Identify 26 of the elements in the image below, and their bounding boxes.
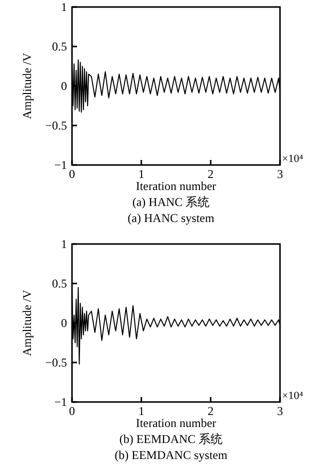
x-axis-title: Iteration number — [136, 179, 216, 193]
x-tick-label: 2 — [208, 167, 214, 181]
x-tick-label: 1 — [138, 167, 144, 181]
x-tick-label: 3 — [277, 404, 283, 418]
y-axis-title: Amplitude /V — [20, 52, 34, 120]
text: (b) EEMDANC system — [114, 448, 228, 462]
x-axis-title: Iteration number — [136, 416, 216, 430]
y-tick-label: −0.5 — [45, 118, 67, 132]
y-tick-label: 0 — [61, 79, 67, 93]
text: (a) HANC 系统 — [132, 195, 210, 209]
x-tick-label: 1 — [138, 404, 144, 418]
y-tick-label: 0.5 — [52, 40, 67, 54]
y-tick-label: 0 — [61, 316, 67, 330]
x-tick-label: 2 — [208, 404, 214, 418]
y-tick-label: 0.5 — [52, 276, 67, 290]
text: ×10⁴ — [282, 153, 304, 165]
x-tick-label: 3 — [277, 167, 283, 181]
y-axis-title: Amplitude /V — [20, 290, 34, 356]
text: (b) EEMDANC 系统 — [119, 432, 223, 446]
y-tick-label: 1 — [61, 0, 67, 14]
y-tick-label: −1 — [54, 158, 67, 172]
y-tick-label: −1 — [54, 395, 67, 409]
y-tick-label: −0.5 — [45, 356, 67, 370]
y-tick-label: 1 — [61, 237, 67, 251]
text: ×10⁴ — [282, 390, 304, 402]
text: (a) HANC system — [128, 211, 215, 225]
